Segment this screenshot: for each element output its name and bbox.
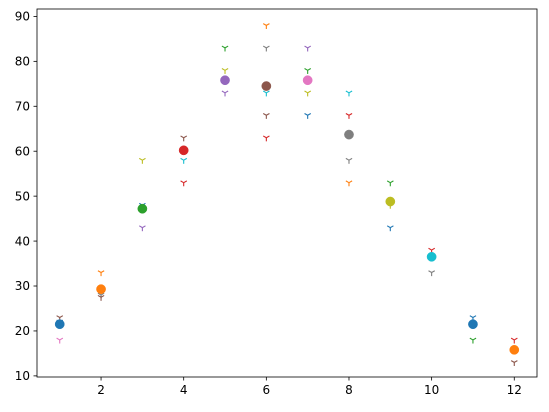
tri-marker-point bbox=[262, 45, 270, 52]
x-tick-label: 8 bbox=[345, 383, 353, 397]
tri-marker-point bbox=[510, 337, 518, 344]
data-marks bbox=[54, 23, 520, 366]
x-tick-label: 2 bbox=[97, 383, 105, 397]
mean-point bbox=[54, 319, 65, 330]
y-tick-label: 10 bbox=[15, 369, 30, 383]
y-tick-label: 90 bbox=[15, 10, 30, 24]
mean-point bbox=[178, 145, 189, 156]
tri-marker-point bbox=[180, 157, 188, 164]
mean-point bbox=[96, 284, 106, 295]
tri-marker-point bbox=[304, 68, 312, 74]
tri-marker-point bbox=[97, 270, 105, 277]
tri-marker-point bbox=[56, 337, 64, 344]
y-tick-label: 40 bbox=[15, 234, 30, 248]
tri-marker-point bbox=[386, 180, 394, 187]
y-tick-label: 30 bbox=[15, 279, 30, 293]
mean-point bbox=[137, 203, 148, 214]
mean-point bbox=[220, 75, 230, 86]
tri-marker-point bbox=[138, 157, 146, 164]
tri-marker-point bbox=[221, 45, 229, 52]
x-tick-label: 10 bbox=[424, 383, 439, 397]
x-tick-label: 4 bbox=[180, 383, 188, 397]
tri-marker-point bbox=[304, 90, 312, 97]
tri-marker-point bbox=[262, 23, 270, 30]
tri-marker-point bbox=[138, 225, 146, 232]
tri-marker-point bbox=[262, 135, 270, 142]
tri-marker-point bbox=[221, 90, 229, 97]
mean-point bbox=[426, 251, 437, 262]
mean-point bbox=[344, 129, 354, 140]
tri-marker-point bbox=[386, 225, 394, 232]
mean-point bbox=[385, 196, 396, 207]
x-tick-label: 6 bbox=[263, 383, 271, 397]
x-tick-label: 12 bbox=[507, 383, 522, 397]
axes: 2 4 6 8 10 12 10 20 30 40 50 60 70 80 90 bbox=[15, 8, 538, 397]
y-tick-label: 80 bbox=[15, 55, 30, 69]
tri-marker-point bbox=[510, 360, 518, 366]
mean-point bbox=[261, 81, 272, 91]
tri-marker-point bbox=[262, 112, 270, 119]
tri-marker-point bbox=[97, 294, 105, 301]
mean-point bbox=[468, 319, 478, 330]
tri-marker-point bbox=[345, 112, 353, 119]
y-tick-label: 50 bbox=[15, 189, 30, 203]
tri-marker-point bbox=[221, 68, 229, 74]
y-tick-label: 20 bbox=[15, 324, 30, 338]
tri-marker-point bbox=[345, 157, 353, 164]
y-tick-label: 70 bbox=[15, 99, 30, 113]
tri-marker-point bbox=[262, 90, 270, 97]
mean-point bbox=[509, 344, 520, 355]
tri-marker-point bbox=[180, 180, 188, 187]
tri-marker-point bbox=[180, 135, 188, 142]
tri-marker-point bbox=[345, 180, 353, 187]
tri-marker-point bbox=[345, 90, 353, 97]
tri-marker-point bbox=[428, 270, 436, 277]
tri-marker-point bbox=[469, 337, 477, 344]
y-tick-label: 60 bbox=[15, 144, 30, 158]
mean-point bbox=[302, 75, 313, 86]
tri-marker-point bbox=[304, 112, 312, 119]
tri-marker-point bbox=[304, 45, 312, 52]
axes-frame bbox=[36, 8, 538, 378]
